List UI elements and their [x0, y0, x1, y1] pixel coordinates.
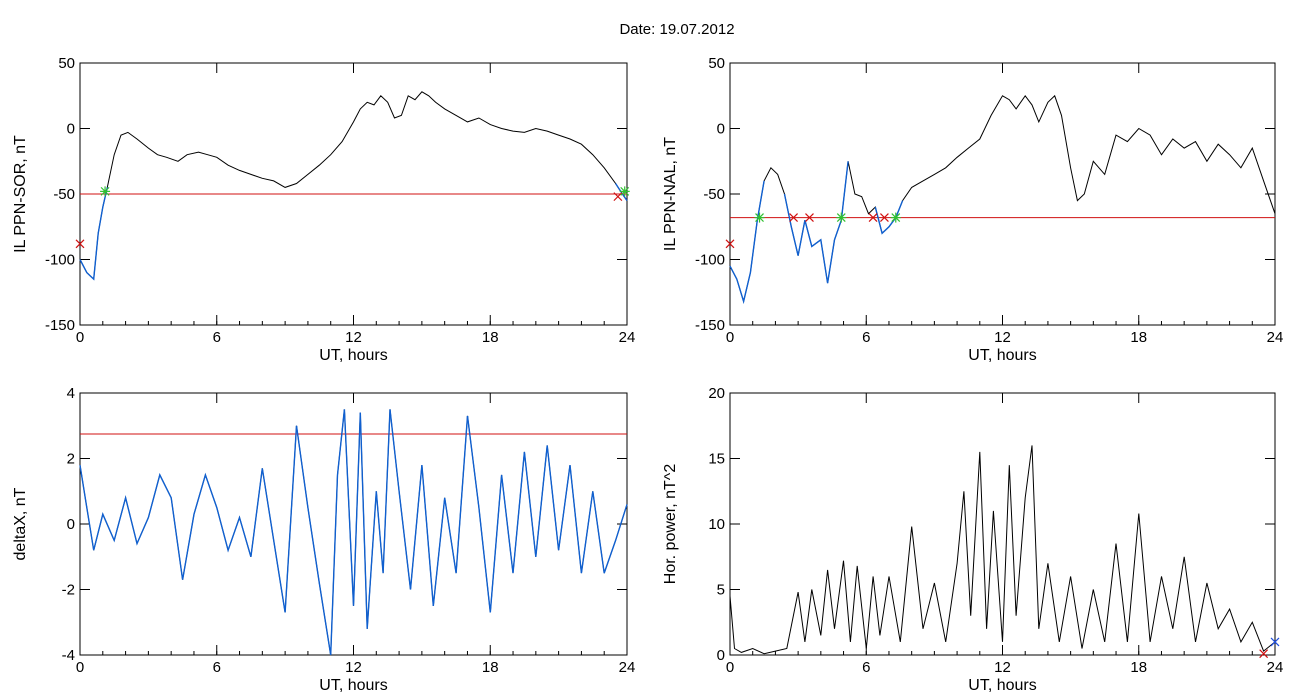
x-tick-label: 6	[862, 659, 870, 676]
x-tick-label: 12	[994, 659, 1011, 676]
y-axis-label: deltaX, nT	[12, 487, 29, 560]
marker-cross	[1270, 637, 1280, 647]
nal-panel: 0 6 12 18 24 -150 -100 -50 0 50 UT, hours IL PPN-NA…	[662, 55, 1283, 364]
below-threshold-segment	[783, 161, 849, 284]
x-tick-label: 24	[1267, 329, 1284, 346]
y-tick-label: -150	[695, 317, 725, 334]
below-threshold-segment	[729, 180, 765, 305]
x-tick-label: 24	[619, 659, 636, 676]
y-tick-label: -50	[703, 186, 725, 203]
x-tick-label: 0	[76, 659, 84, 676]
below-threshold-segment	[79, 425, 298, 613]
y-tick-label: 5	[717, 582, 725, 599]
x-tick-label: 24	[619, 329, 636, 346]
x-axis-label: UT, hours	[319, 677, 387, 694]
below-threshold-segment	[343, 409, 361, 606]
y-tick-label: 20	[708, 385, 725, 402]
plot-frame	[729, 62, 1276, 326]
plot-frame	[729, 392, 1276, 656]
x-tick-label: 18	[1130, 329, 1147, 346]
y-tick-label: 10	[708, 516, 725, 533]
below-threshold-segment	[466, 415, 628, 613]
plot-frame	[79, 392, 628, 656]
y-tick-label: -100	[45, 252, 75, 269]
x-tick-label: 0	[76, 329, 84, 346]
x-tick-label: 12	[994, 329, 1011, 346]
below-threshold-segment	[389, 409, 469, 606]
y-tick-label: -50	[53, 186, 75, 203]
marker-cross	[879, 213, 889, 223]
y-axis-label: Hor. power, nT^2	[662, 464, 679, 585]
marker-cross	[1259, 649, 1269, 659]
figure-title: Date: 19.07.2012	[619, 21, 734, 38]
data-line	[729, 94, 1276, 304]
x-tick-label: 18	[1130, 659, 1147, 676]
y-tick-label: 0	[67, 516, 75, 533]
y-axis-label: IL PPN-NAL, nT	[662, 137, 679, 251]
y-tick-label: 0	[67, 121, 75, 138]
y-tick-label: 50	[708, 55, 725, 72]
marker-cross	[789, 213, 799, 223]
below-threshold-segment	[359, 409, 391, 629]
x-axis-label: UT, hours	[968, 677, 1036, 694]
marker-star	[836, 212, 847, 223]
marker-star	[100, 186, 111, 197]
marker-cross	[725, 239, 735, 249]
marker-cross	[613, 192, 623, 202]
y-tick-label: 4	[67, 385, 75, 402]
x-tick-label: 6	[213, 659, 221, 676]
x-tick-label: 12	[345, 659, 362, 676]
y-axis-label: IL PPN-SOR, nT	[12, 135, 29, 253]
below-threshold-segment	[874, 200, 904, 235]
sor-panel: 0 6 12 18 24 -150 -100 -50 0 50 UT, hours IL PPN-SO…	[12, 55, 635, 364]
y-tick-label: -150	[45, 317, 75, 334]
y-tick-label: 50	[58, 55, 75, 72]
y-tick-label: -2	[62, 582, 75, 599]
data-line	[79, 91, 628, 281]
power-panel: 0 6 12 18 24 0 5 10 15 20 UT, hours Hor. power, nT^…	[662, 385, 1283, 694]
marker-cross	[75, 239, 85, 249]
y-tick-label: -4	[62, 647, 75, 664]
marker-cross	[805, 213, 814, 223]
marker-star	[890, 212, 901, 223]
marker-star	[619, 186, 630, 197]
x-tick-label: 6	[213, 329, 221, 346]
marker-star	[754, 212, 765, 223]
y-tick-label: 0	[717, 121, 725, 138]
x-tick-label: 12	[345, 329, 362, 346]
data-line	[729, 445, 1276, 655]
x-tick-label: 6	[862, 329, 870, 346]
below-threshold-segment	[295, 409, 346, 656]
x-tick-label: 0	[726, 659, 734, 676]
y-tick-label: 2	[67, 451, 75, 468]
x-tick-label: 0	[726, 329, 734, 346]
y-tick-label: 0	[717, 647, 725, 664]
below-threshold-segment	[79, 187, 108, 281]
x-tick-label: 18	[482, 329, 499, 346]
y-tick-label: -100	[695, 252, 725, 269]
data-line	[79, 409, 628, 656]
x-tick-label: 24	[1267, 659, 1284, 676]
y-tick-label: 15	[708, 451, 725, 468]
x-axis-label: UT, hours	[319, 347, 387, 364]
x-axis-label: UT, hours	[968, 347, 1036, 364]
x-tick-label: 18	[482, 659, 499, 676]
marker-cross	[868, 213, 878, 223]
